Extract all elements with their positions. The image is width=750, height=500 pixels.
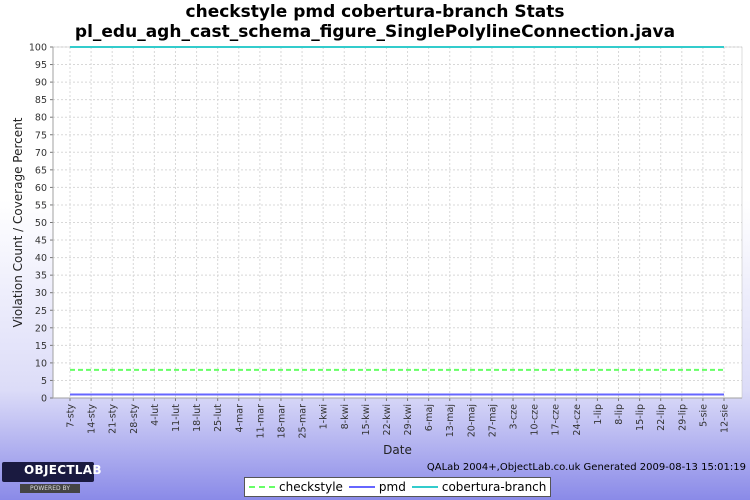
x-tick-label: 25-lut [213,404,224,432]
x-tick-label: 20-maj [466,404,477,437]
legend-item-pmd: pmd [348,480,406,494]
y-tick-label: 75 [35,130,47,141]
y-tick-label: 30 [35,288,47,299]
y-tick-label: 35 [35,271,47,282]
footer-credit: QALab 2004+,ObjectLab.co.uk Generated 20… [426,462,746,473]
x-tick-label: 27-maj [487,404,498,437]
y-tick-label: 90 [35,78,47,89]
x-tick-label: 4-mar [234,404,245,433]
x-tick-label: 18-lut [192,404,203,432]
legend: checkstyle pmd cobertura-branch [244,477,552,497]
y-tick-label: 85 [35,95,47,106]
x-tick-label: 18-mar [276,404,287,439]
x-tick-label: 17-cze [551,404,562,436]
x-axis-label: Date [383,443,412,457]
x-tick-label: 3-cze [509,404,520,430]
x-tick-label: 8-lip [614,404,625,425]
x-tick-label: 13-maj [445,404,456,437]
chart-title: checkstyle pmd cobertura-branch Stats [185,2,565,22]
x-tick-label: 14-sty [87,404,98,434]
chart-subtitle: pl_edu_agh_cast_schema_figure_SinglePoly… [74,22,676,42]
x-tick-label: 28-sty [129,404,140,434]
y-tick-label: 80 [35,113,47,124]
x-tick-label: 24-cze [572,404,583,436]
x-tick-label: 25-mar [298,404,309,439]
x-tick-label: 22-lip [656,404,667,431]
x-tick-label: 10-cze [530,404,541,436]
x-tick-label: 12-sie [720,404,731,433]
y-tick-label: 70 [35,148,47,159]
x-tick-label: 29-lip [677,404,688,431]
y-tick-label: 15 [35,341,47,352]
y-tick-label: 10 [35,358,47,369]
y-tick-label: 55 [35,200,47,211]
legend-swatch [348,486,375,488]
legend-swatch [411,486,438,488]
logo-sub: POWERED BY [20,484,80,493]
x-tick-label: 15-kwi [361,404,372,435]
x-tick-label: 11-mar [255,404,266,439]
y-tick-label: 20 [35,323,47,334]
legend-label: checkstyle [279,480,343,494]
logo-text: OBJECTLAB [24,463,102,477]
y-tick-label: 5 [41,376,47,387]
x-tick-label: 4-lut [150,404,161,426]
y-tick-label: 100 [29,43,47,54]
y-tick-label: 65 [35,165,47,176]
legend-label: pmd [378,480,406,494]
y-tick-label: 50 [35,218,47,229]
x-tick-label: 21-sty [108,404,119,434]
x-tick-label: 11-lut [171,404,182,432]
y-tick-label: 60 [35,183,47,194]
legend-item-checkstyle: checkstyle [249,480,343,494]
y-tick-label: 25 [35,306,47,317]
x-tick-label: 5-sie [698,404,709,427]
legend-label: cobertura-branch [441,480,547,494]
y-tick-label: 0 [41,394,47,405]
y-tick-label: 95 [35,60,47,71]
x-tick-label: 1-kwi [319,404,330,429]
x-tick-label: 6-maj [424,404,435,431]
y-axis-label: Violation Count / Coverage Percent [11,117,25,327]
x-tick-label: 1-lip [593,404,604,425]
x-tick-label: 29-kwi [403,404,414,435]
legend-item-cobertura-branch: cobertura-branch [411,480,547,494]
legend-swatch [249,486,275,488]
y-tick-label: 40 [35,253,47,264]
x-tick-label: 22-kwi [382,404,393,435]
x-tick-label: 7-sty [66,404,77,428]
x-tick-label: 8-kwi [340,404,351,429]
y-tick-label: 45 [35,236,47,247]
objectlab-logo: OBJECTLAB POWERED BY [2,460,101,496]
x-tick-label: 15-lip [635,404,646,431]
